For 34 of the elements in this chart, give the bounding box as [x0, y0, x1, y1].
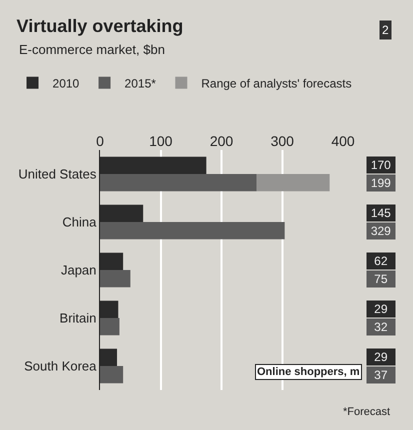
text: *Forecast — [343, 406, 390, 418]
text: 75 — [374, 272, 388, 286]
text: 2 — [382, 23, 389, 37]
text: 62 — [374, 254, 388, 268]
y-tick-label: Japan — [60, 262, 96, 278]
x-tick-label: 200 — [210, 133, 234, 150]
y-tick-label: China — [62, 214, 98, 230]
text: 329 — [370, 224, 392, 238]
x-tick-label: 400 — [331, 133, 355, 150]
x-tick-label: 300 — [270, 133, 294, 150]
legend-label: 2015* — [124, 76, 156, 90]
text: 170 — [370, 158, 392, 172]
y-tick-label: United States — [18, 166, 97, 182]
annotation: Online shoppers, m — [257, 366, 360, 378]
bar — [100, 222, 285, 240]
chart-subtitle: E-commerce market, $bn — [19, 42, 165, 57]
legend-label: Range of analysts' forecasts — [201, 76, 352, 90]
text: 29 — [374, 302, 388, 316]
x-tick-label: 100 — [149, 133, 173, 150]
legend-label: 2010 — [52, 76, 80, 90]
text: 32 — [374, 320, 388, 334]
bar — [100, 270, 130, 288]
bar — [100, 318, 120, 336]
bar — [256, 174, 330, 192]
text: 145 — [370, 206, 392, 220]
text: 29 — [374, 350, 388, 364]
bar — [100, 366, 124, 384]
y-tick-label: South Korea — [24, 358, 98, 374]
y-tick-label: Britain — [60, 310, 96, 326]
chart-title: Virtually overtaking — [16, 16, 184, 36]
text: 37 — [374, 368, 388, 382]
bar — [100, 174, 257, 192]
text: 199 — [370, 176, 392, 190]
x-tick-label: 0 — [96, 133, 104, 150]
